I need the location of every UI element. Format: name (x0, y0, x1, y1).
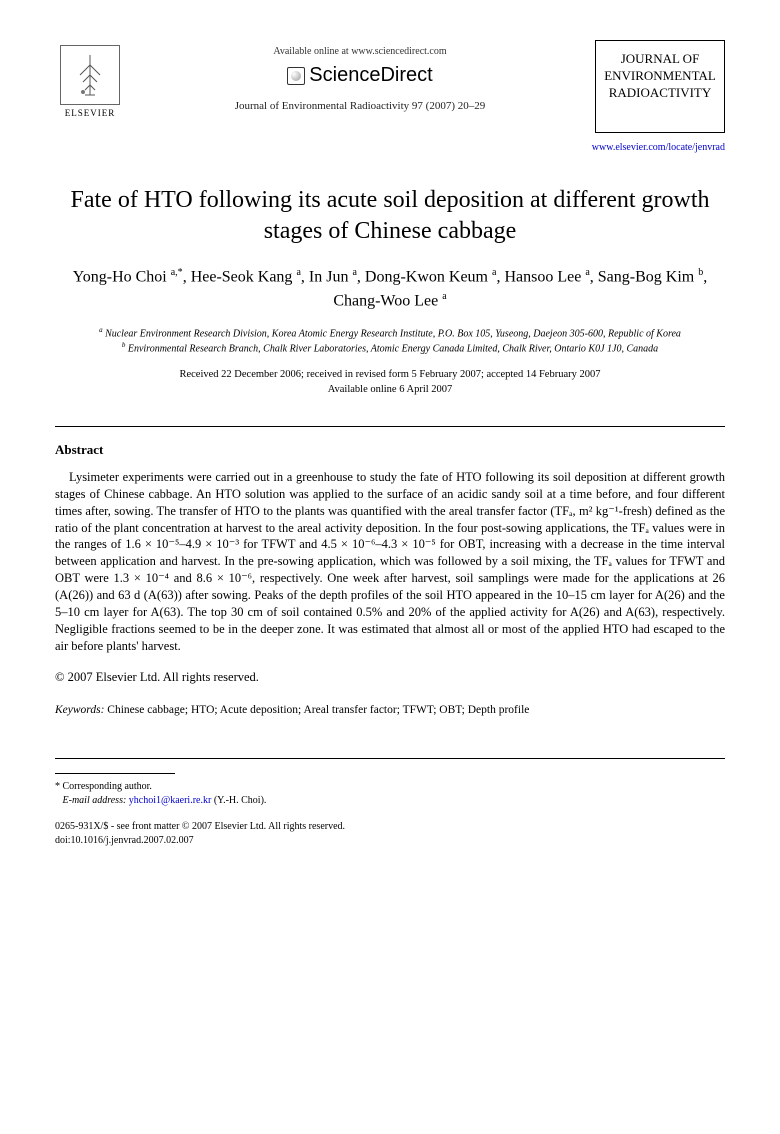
corresponding-author-footnote: * Corresponding author. E-mail address: … (55, 780, 725, 808)
authors-list: Yong-Ho Choi a,*, Hee-Seok Kang a, In Ju… (55, 265, 725, 314)
email-name: (Y.-H. Choi). (211, 795, 266, 806)
center-header: Available online at www.sciencedirect.co… (125, 40, 595, 114)
abstract-heading: Abstract (55, 441, 725, 459)
email-line: E-mail address: yhchoi1@kaeri.re.kr (Y.-… (55, 794, 725, 808)
elsevier-label: ELSEVIER (65, 107, 116, 120)
sciencedirect-text: ScienceDirect (309, 64, 432, 86)
divider-bottom (55, 758, 725, 759)
corresponding-label: * Corresponding author. (55, 780, 725, 794)
keywords-text: Chinese cabbage; HTO; Acute deposition; … (104, 704, 529, 716)
journal-homepage-link[interactable]: www.elsevier.com/locate/jenvrad (55, 141, 725, 155)
affiliation-a: a Nuclear Environment Research Division,… (55, 326, 725, 341)
sciencedirect-logo: ScienceDirect (125, 61, 595, 89)
journal-box-line: ENVIRONMENTAL (602, 68, 718, 85)
header-row: ELSEVIER Available online at www.science… (55, 40, 725, 133)
author-email[interactable]: yhchoi1@kaeri.re.kr (129, 795, 212, 806)
elsevier-tree-icon (60, 45, 120, 105)
abstract-body: Lysimeter experiments were carried out i… (55, 469, 725, 655)
article-dates: Received 22 December 2006; received in r… (55, 368, 725, 397)
journal-box-line: JOURNAL OF (602, 51, 718, 68)
elsevier-logo: ELSEVIER (55, 40, 125, 120)
article-title: Fate of HTO following its acute soil dep… (55, 185, 725, 247)
footnote-rule (55, 773, 175, 774)
sciencedirect-icon (287, 67, 305, 85)
email-label: E-mail address: (63, 795, 127, 806)
keywords-label: Keywords: (55, 704, 104, 716)
journal-title-box: JOURNAL OF ENVIRONMENTAL RADIOACTIVITY (595, 40, 725, 133)
dates-received: Received 22 December 2006; received in r… (55, 368, 725, 383)
dates-online: Available online 6 April 2007 (55, 383, 725, 398)
issn-line: 0265-931X/$ - see front matter © 2007 El… (55, 820, 725, 834)
available-online-text: Available online at www.sciencedirect.co… (125, 45, 595, 59)
journal-box-line: RADIOACTIVITY (602, 85, 718, 102)
divider-top (55, 426, 725, 427)
keywords: Keywords: Chinese cabbage; HTO; Acute de… (55, 702, 725, 718)
doi-line: doi:10.1016/j.jenvrad.2007.02.007 (55, 834, 725, 848)
affiliation-b: b Environmental Research Branch, Chalk R… (55, 341, 725, 356)
copyright-line: © 2007 Elsevier Ltd. All rights reserved… (55, 669, 725, 687)
affiliations: a Nuclear Environment Research Division,… (55, 326, 725, 357)
journal-reference: Journal of Environmental Radioactivity 9… (125, 99, 595, 114)
